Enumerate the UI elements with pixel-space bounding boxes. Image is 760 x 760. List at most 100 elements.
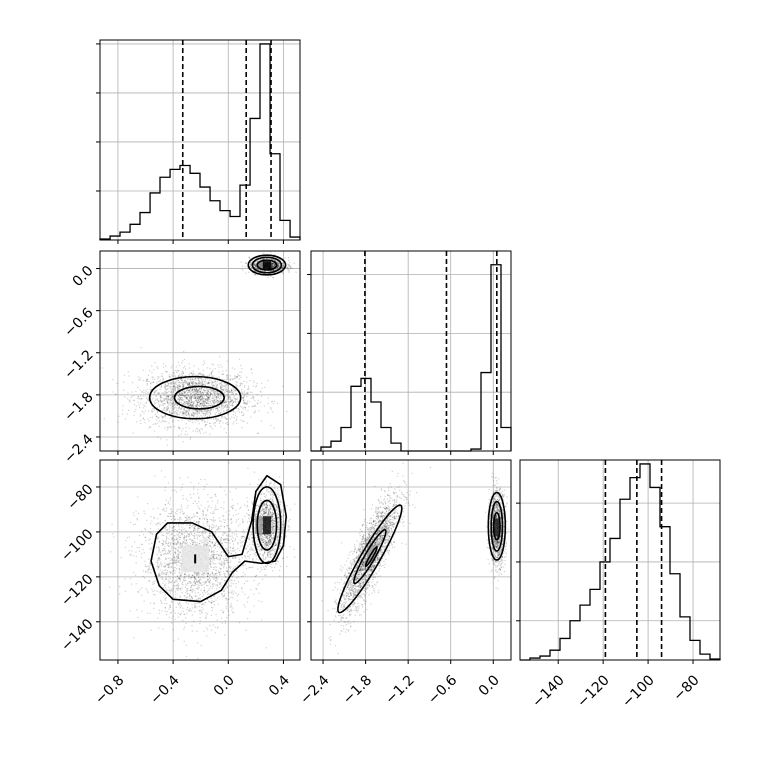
sample-point — [173, 640, 175, 642]
sample-point — [160, 386, 162, 388]
sample-point — [137, 512, 140, 515]
sample-point — [217, 397, 219, 399]
sample-point — [194, 392, 197, 394]
sample-point — [170, 559, 173, 561]
sample-point — [191, 541, 193, 543]
sample-point — [278, 258, 280, 260]
sample-point — [158, 403, 160, 406]
sample-point — [205, 387, 207, 389]
sample-point — [217, 401, 220, 403]
sample-point — [285, 263, 288, 265]
sample-point — [154, 403, 156, 405]
sample-point — [179, 392, 181, 394]
sample-point — [206, 593, 208, 595]
sample-point — [224, 563, 226, 565]
sample-point — [186, 403, 189, 406]
sample-point — [176, 370, 178, 372]
sample-point — [177, 395, 179, 398]
sample-point — [180, 573, 182, 576]
sample-point — [173, 554, 175, 556]
sample-point — [226, 394, 228, 396]
sample-point — [170, 582, 172, 584]
sample-point — [271, 266, 274, 268]
sample-point — [163, 548, 165, 550]
sample-point — [186, 588, 189, 590]
sample-point — [208, 404, 211, 406]
sample-point — [273, 259, 275, 261]
sample-point — [226, 550, 228, 552]
sample-point — [207, 409, 210, 412]
sample-point — [170, 410, 173, 412]
sample-point — [184, 595, 186, 597]
contour-line — [148, 375, 242, 420]
sample-point — [180, 378, 182, 380]
sample-point — [211, 393, 213, 395]
sample-point — [218, 536, 220, 538]
sample-point — [194, 398, 196, 400]
sample-point — [184, 413, 186, 415]
sample-point — [142, 548, 144, 551]
sample-point — [169, 503, 171, 505]
sample-point — [168, 581, 171, 583]
sample-point — [192, 411, 194, 413]
sample-point — [226, 398, 228, 400]
sample-point — [172, 394, 174, 397]
sample-point — [197, 598, 199, 600]
sample-point — [256, 274, 258, 276]
sample-point — [220, 563, 222, 565]
sample-point — [204, 571, 206, 574]
sample-point — [179, 393, 181, 395]
sample-point — [168, 545, 170, 547]
sample-point — [178, 385, 180, 387]
sample-point — [181, 403, 183, 405]
sample-point — [236, 375, 238, 378]
sample-point — [191, 414, 193, 416]
sample-point — [184, 365, 186, 368]
sample-point — [209, 563, 211, 565]
sample-point — [213, 401, 215, 404]
sample-point — [180, 394, 182, 396]
sample-point — [196, 390, 199, 392]
sample-point — [277, 264, 279, 266]
sample-point — [193, 530, 195, 532]
sample-point — [169, 527, 171, 529]
sample-point — [186, 391, 189, 393]
sample-point — [180, 489, 182, 491]
sample-point — [195, 388, 198, 390]
sample-point — [155, 398, 157, 400]
sample-point — [215, 399, 217, 401]
sample-point — [183, 541, 185, 543]
sample-point — [203, 362, 206, 364]
sample-point — [195, 544, 197, 546]
sample-point — [219, 528, 221, 530]
sample-point — [274, 265, 276, 267]
sample-point — [217, 364, 219, 366]
sample-point — [191, 405, 193, 407]
sample-point — [223, 388, 225, 390]
sample-point — [272, 269, 275, 271]
sample-point — [177, 369, 179, 372]
sample-point — [243, 399, 245, 401]
histogram-panel-2 — [516, 459, 721, 661]
sample-point — [210, 575, 212, 577]
sample-point — [212, 400, 214, 402]
sample-point — [151, 546, 153, 549]
sample-point — [208, 581, 210, 583]
sample-point — [203, 402, 206, 405]
sample-point — [159, 553, 162, 556]
sample-point — [209, 573, 211, 576]
sample-point — [274, 400, 276, 402]
sample-point — [180, 589, 182, 591]
sample-point — [195, 534, 198, 536]
sample-point — [194, 395, 196, 397]
sample-point — [221, 593, 223, 595]
sample-point — [183, 414, 185, 416]
sample-point — [188, 589, 190, 592]
sample-point — [206, 575, 209, 578]
sample-point — [220, 404, 223, 406]
sample-point — [209, 579, 212, 582]
sample-point — [144, 421, 146, 424]
sample-point — [162, 586, 165, 588]
sample-point — [188, 389, 190, 392]
sample-point — [213, 568, 215, 570]
